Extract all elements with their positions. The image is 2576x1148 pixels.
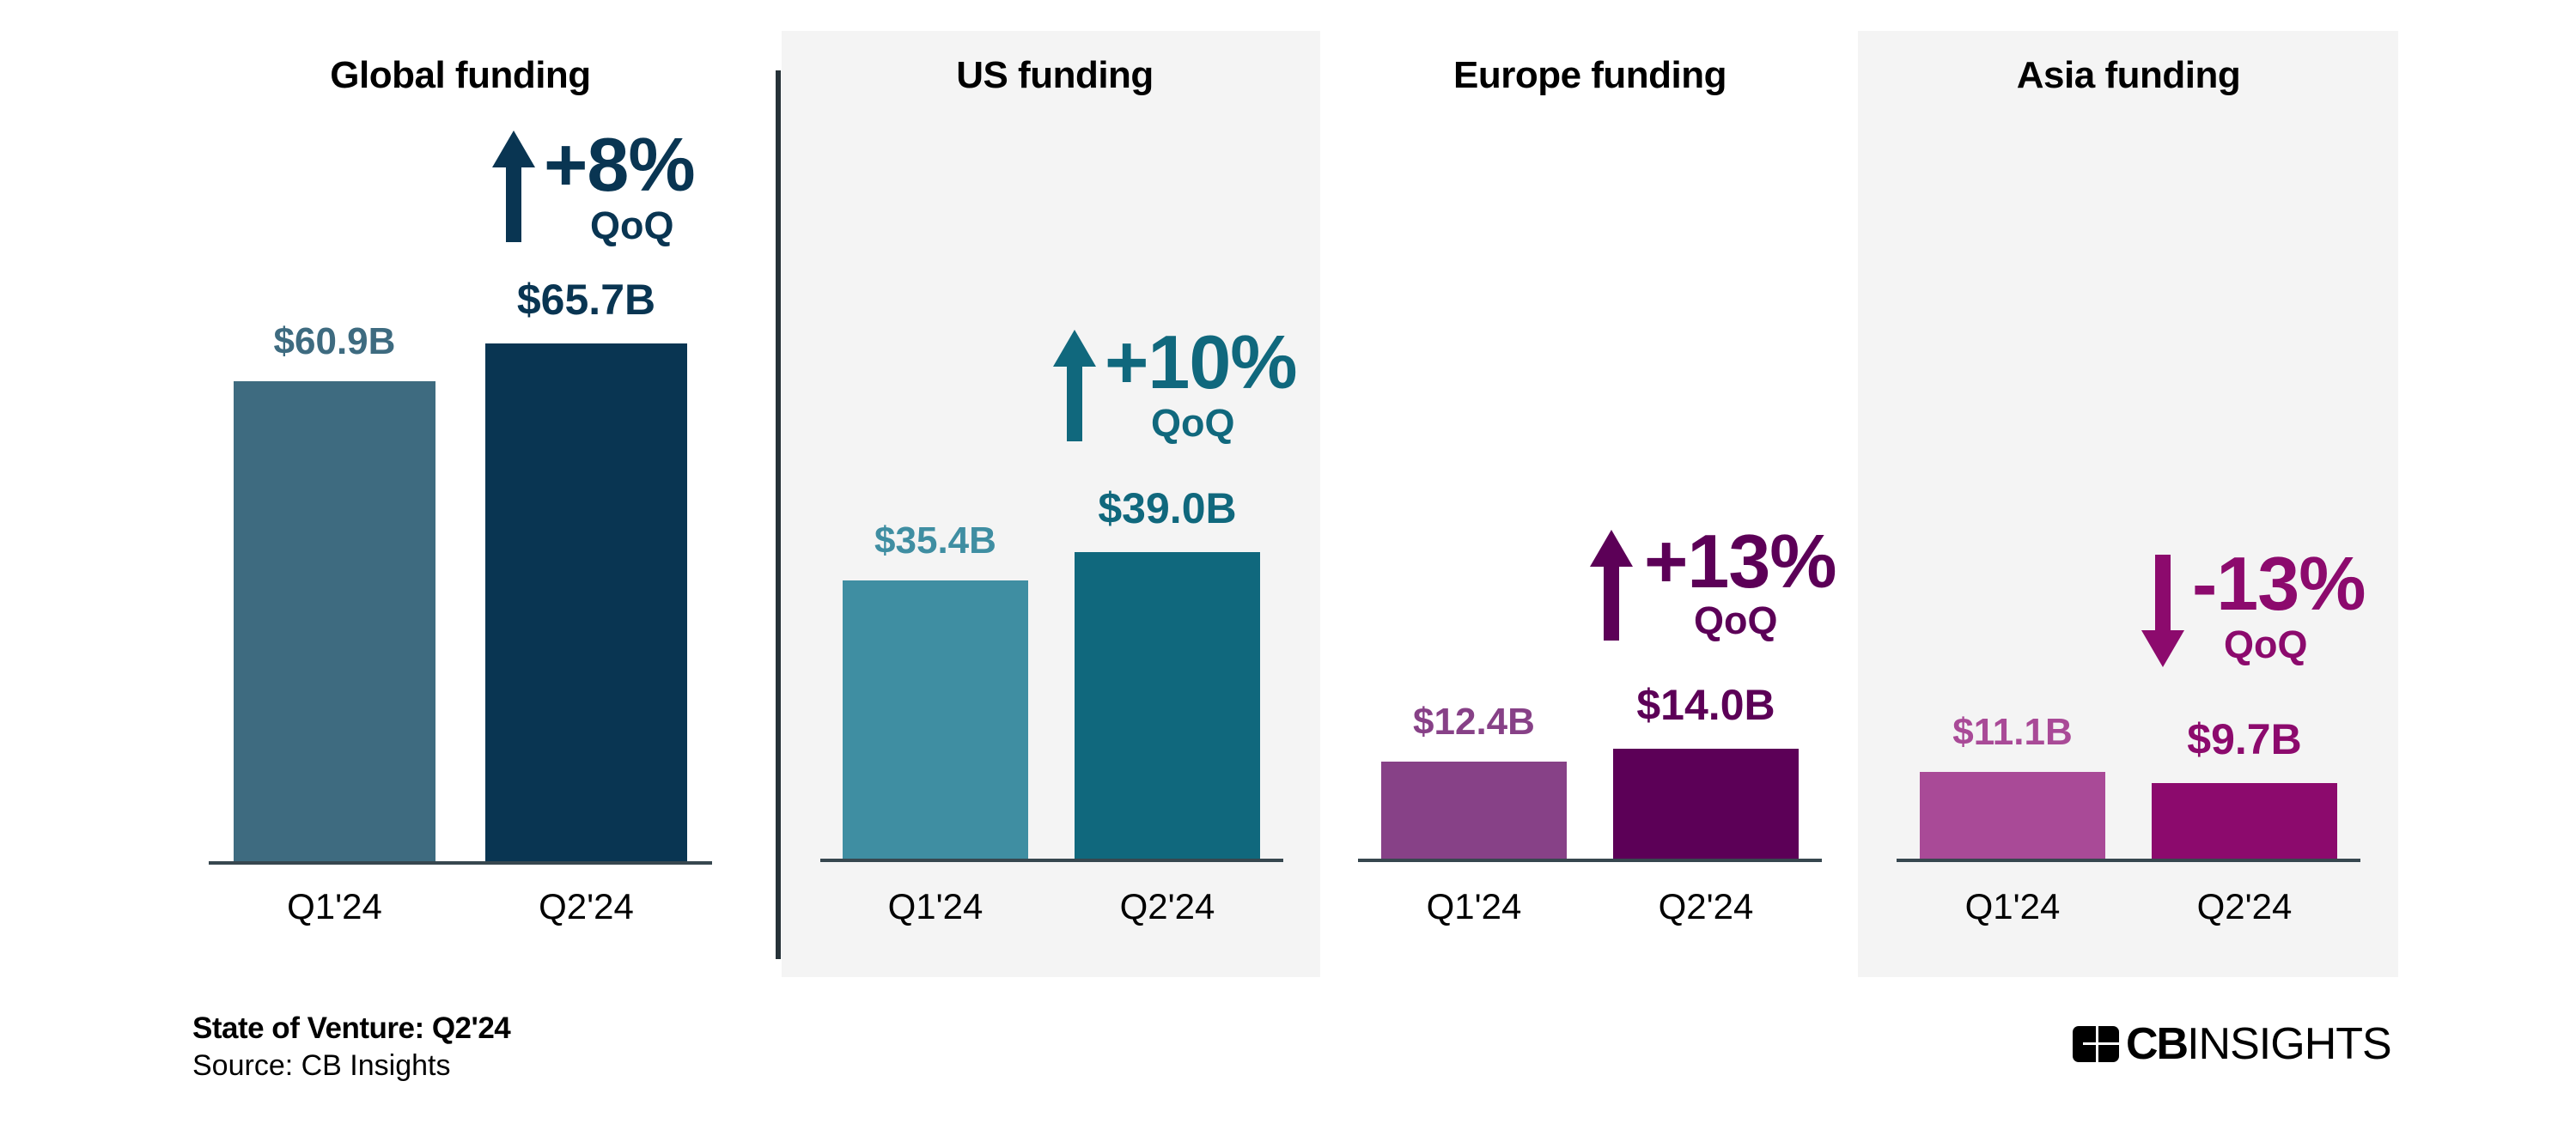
asia-funding-value-label-2: $9.7B (2187, 715, 2302, 763)
global-funding-tick-label-2: Q2'24 (539, 886, 634, 926)
asia-funding-bar-1 (1920, 772, 2105, 859)
footer-title: State of Venture: Q2'24 (192, 1011, 511, 1045)
us-funding-tick-label-2: Q2'24 (1119, 886, 1215, 926)
global-funding-title: Global funding (330, 54, 591, 96)
asia-funding-x-axis (1897, 859, 2360, 862)
us-funding-title: US funding (956, 54, 1154, 96)
global-funding-tick-label-1: Q1'24 (287, 886, 382, 926)
us-funding-tick-label-1: Q1'24 (887, 886, 984, 926)
arrow-up-icon (1590, 530, 1633, 641)
us-funding-change-percent: +10% (1105, 319, 1298, 404)
europe-funding-bar-2 (1613, 749, 1799, 859)
global-funding-bar-2 (485, 343, 687, 862)
global-divider (776, 70, 781, 959)
europe-funding-change-period: QoQ (1694, 598, 1778, 642)
arrow-up-icon (492, 131, 535, 242)
asia-funding-value-label-1: $11.1B (1952, 711, 2073, 753)
global-funding-x-axis (209, 861, 712, 865)
europe-funding-tick-label-1: Q1'24 (1426, 886, 1522, 926)
us-funding-value-label-1: $35.4B (874, 519, 996, 562)
us-funding-value-label-2: $39.0B (1098, 484, 1237, 532)
asia-funding-title: Asia funding (2016, 54, 2241, 96)
us-funding-x-axis (820, 859, 1283, 862)
europe-funding-bar-1 (1381, 762, 1567, 859)
europe-funding-value-label-1: $12.4B (1413, 701, 1535, 743)
arrow-up-icon (1053, 330, 1096, 441)
global-funding-change-period: QoQ (590, 203, 674, 247)
cb-insights-logo-icon (2073, 1026, 2119, 1062)
europe-funding-change-percent: +13% (1644, 519, 1837, 604)
global-funding-change-percent: +8% (544, 122, 696, 207)
europe-funding-title: Europe funding (1452, 54, 1727, 96)
us-funding-bar-2 (1075, 552, 1260, 859)
logo-text-cb: CB (2126, 1019, 2189, 1069)
asia-funding-tick-label-2: Q2'24 (2196, 886, 2293, 926)
asia-funding-change-percent: -13% (2192, 541, 2366, 626)
cb-insights-logo: CB INSIGHTS (2073, 1019, 2392, 1069)
europe-funding-value-label-2: $14.0B (1636, 681, 1775, 729)
arrow-down-icon (2141, 555, 2184, 667)
asia-funding-tick-label-1: Q1'24 (1964, 886, 2061, 926)
europe-funding-tick-label-2: Q2'24 (1658, 886, 1754, 926)
global-funding-value-label-1: $60.9B (273, 320, 396, 362)
global-funding-value-label-2: $65.7B (516, 276, 656, 324)
footer-source: Source: CB Insights (192, 1049, 451, 1082)
asia-funding-change-period: QoQ (2224, 623, 2308, 666)
us-funding-change-period: QoQ (1151, 401, 1235, 445)
europe-funding-x-axis (1358, 859, 1822, 862)
asia-funding-bar-2 (2152, 783, 2337, 859)
us-funding-bar-1 (843, 580, 1028, 859)
global-funding-bar-1 (234, 381, 435, 862)
logo-text-insights: INSIGHTS (2187, 1019, 2392, 1069)
